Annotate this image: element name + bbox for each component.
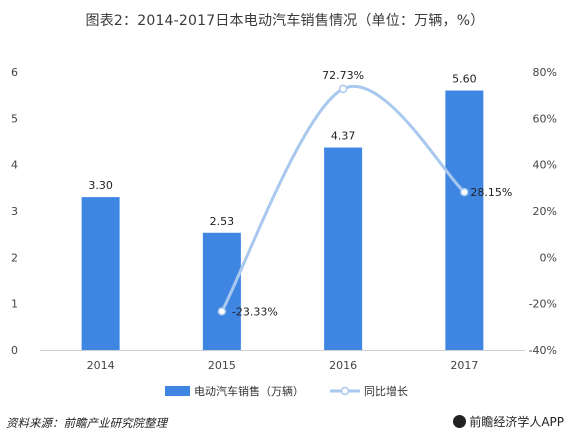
chart-axes: 0 1 2 3 4 5 6 -40% -20% 0% 20% 40% 60% 80% 2014 2015 201…	[11, 66, 557, 372]
bar-series	[81, 90, 484, 351]
bar	[324, 147, 363, 350]
growth-point	[338, 84, 348, 94]
growth-value-label: -23.33%	[232, 305, 278, 318]
growth-value-label: 28.15%	[470, 186, 512, 199]
bar	[202, 232, 241, 350]
bar	[81, 197, 120, 350]
chart-title: 图表2：2014-2017日本电动汽车销售情况（单位：万辆，%）	[85, 13, 485, 29]
legend-bar-swatch	[165, 386, 190, 396]
chart-legend: 电动汽车销售（万辆） 同比增长	[165, 384, 408, 398]
y-left-tick-label: 5	[11, 112, 18, 125]
y-left-tick-label: 4	[11, 159, 18, 172]
x-tick-label: 2017	[450, 359, 478, 372]
x-tick-label: 2016	[329, 359, 357, 372]
growth-point	[217, 307, 227, 316]
y-left-tick-label: 0	[11, 344, 18, 357]
y-right-tick-label: 40%	[533, 159, 557, 172]
y-right-tick-label: 60%	[533, 112, 557, 125]
source-note: 资料来源：前瞻产业研究院整理	[6, 416, 167, 430]
y-left-tick-label: 3	[11, 205, 18, 218]
bar-value-label: 5.60	[452, 73, 477, 86]
x-tick-label: 2015	[208, 359, 236, 372]
y-right-tick-label: -40%	[529, 344, 557, 357]
y-right-tick-label: 0%	[540, 251, 557, 264]
y-left-tick-label: 6	[11, 66, 18, 79]
bar-value-label: 2.53	[210, 215, 235, 228]
x-tick-label: 2014	[87, 359, 115, 372]
y-right-tick-label: 20%	[533, 205, 557, 218]
growth-point	[460, 187, 469, 197]
y-right-tick-label: -20%	[529, 298, 557, 311]
growth-value-label: 72.73%	[322, 69, 364, 82]
brand-label: 前瞻经济学人APP	[453, 413, 564, 430]
legend-bar-label: 电动汽车销售（万辆）	[194, 384, 304, 398]
bar	[445, 90, 484, 351]
y-left-tick-label: 2	[11, 251, 18, 264]
bar-value-label: 4.37	[331, 130, 356, 143]
bar-value-label: 3.30	[88, 179, 113, 192]
brand-text: 前瞻经济学人APP	[469, 415, 564, 429]
growth-line-series	[217, 84, 469, 316]
growth-line	[220, 84, 466, 313]
data-labels: 3.30 2.53 4.37 5.60 -23.33% 72.73% 28.15%	[88, 69, 512, 319]
legend-line-marker	[340, 386, 350, 396]
brand-logo-icon	[453, 415, 467, 428]
y-left-tick-label: 1	[11, 298, 18, 311]
legend-line-label: 同比增长	[364, 384, 408, 398]
y-right-tick-label: 80%	[533, 66, 557, 79]
